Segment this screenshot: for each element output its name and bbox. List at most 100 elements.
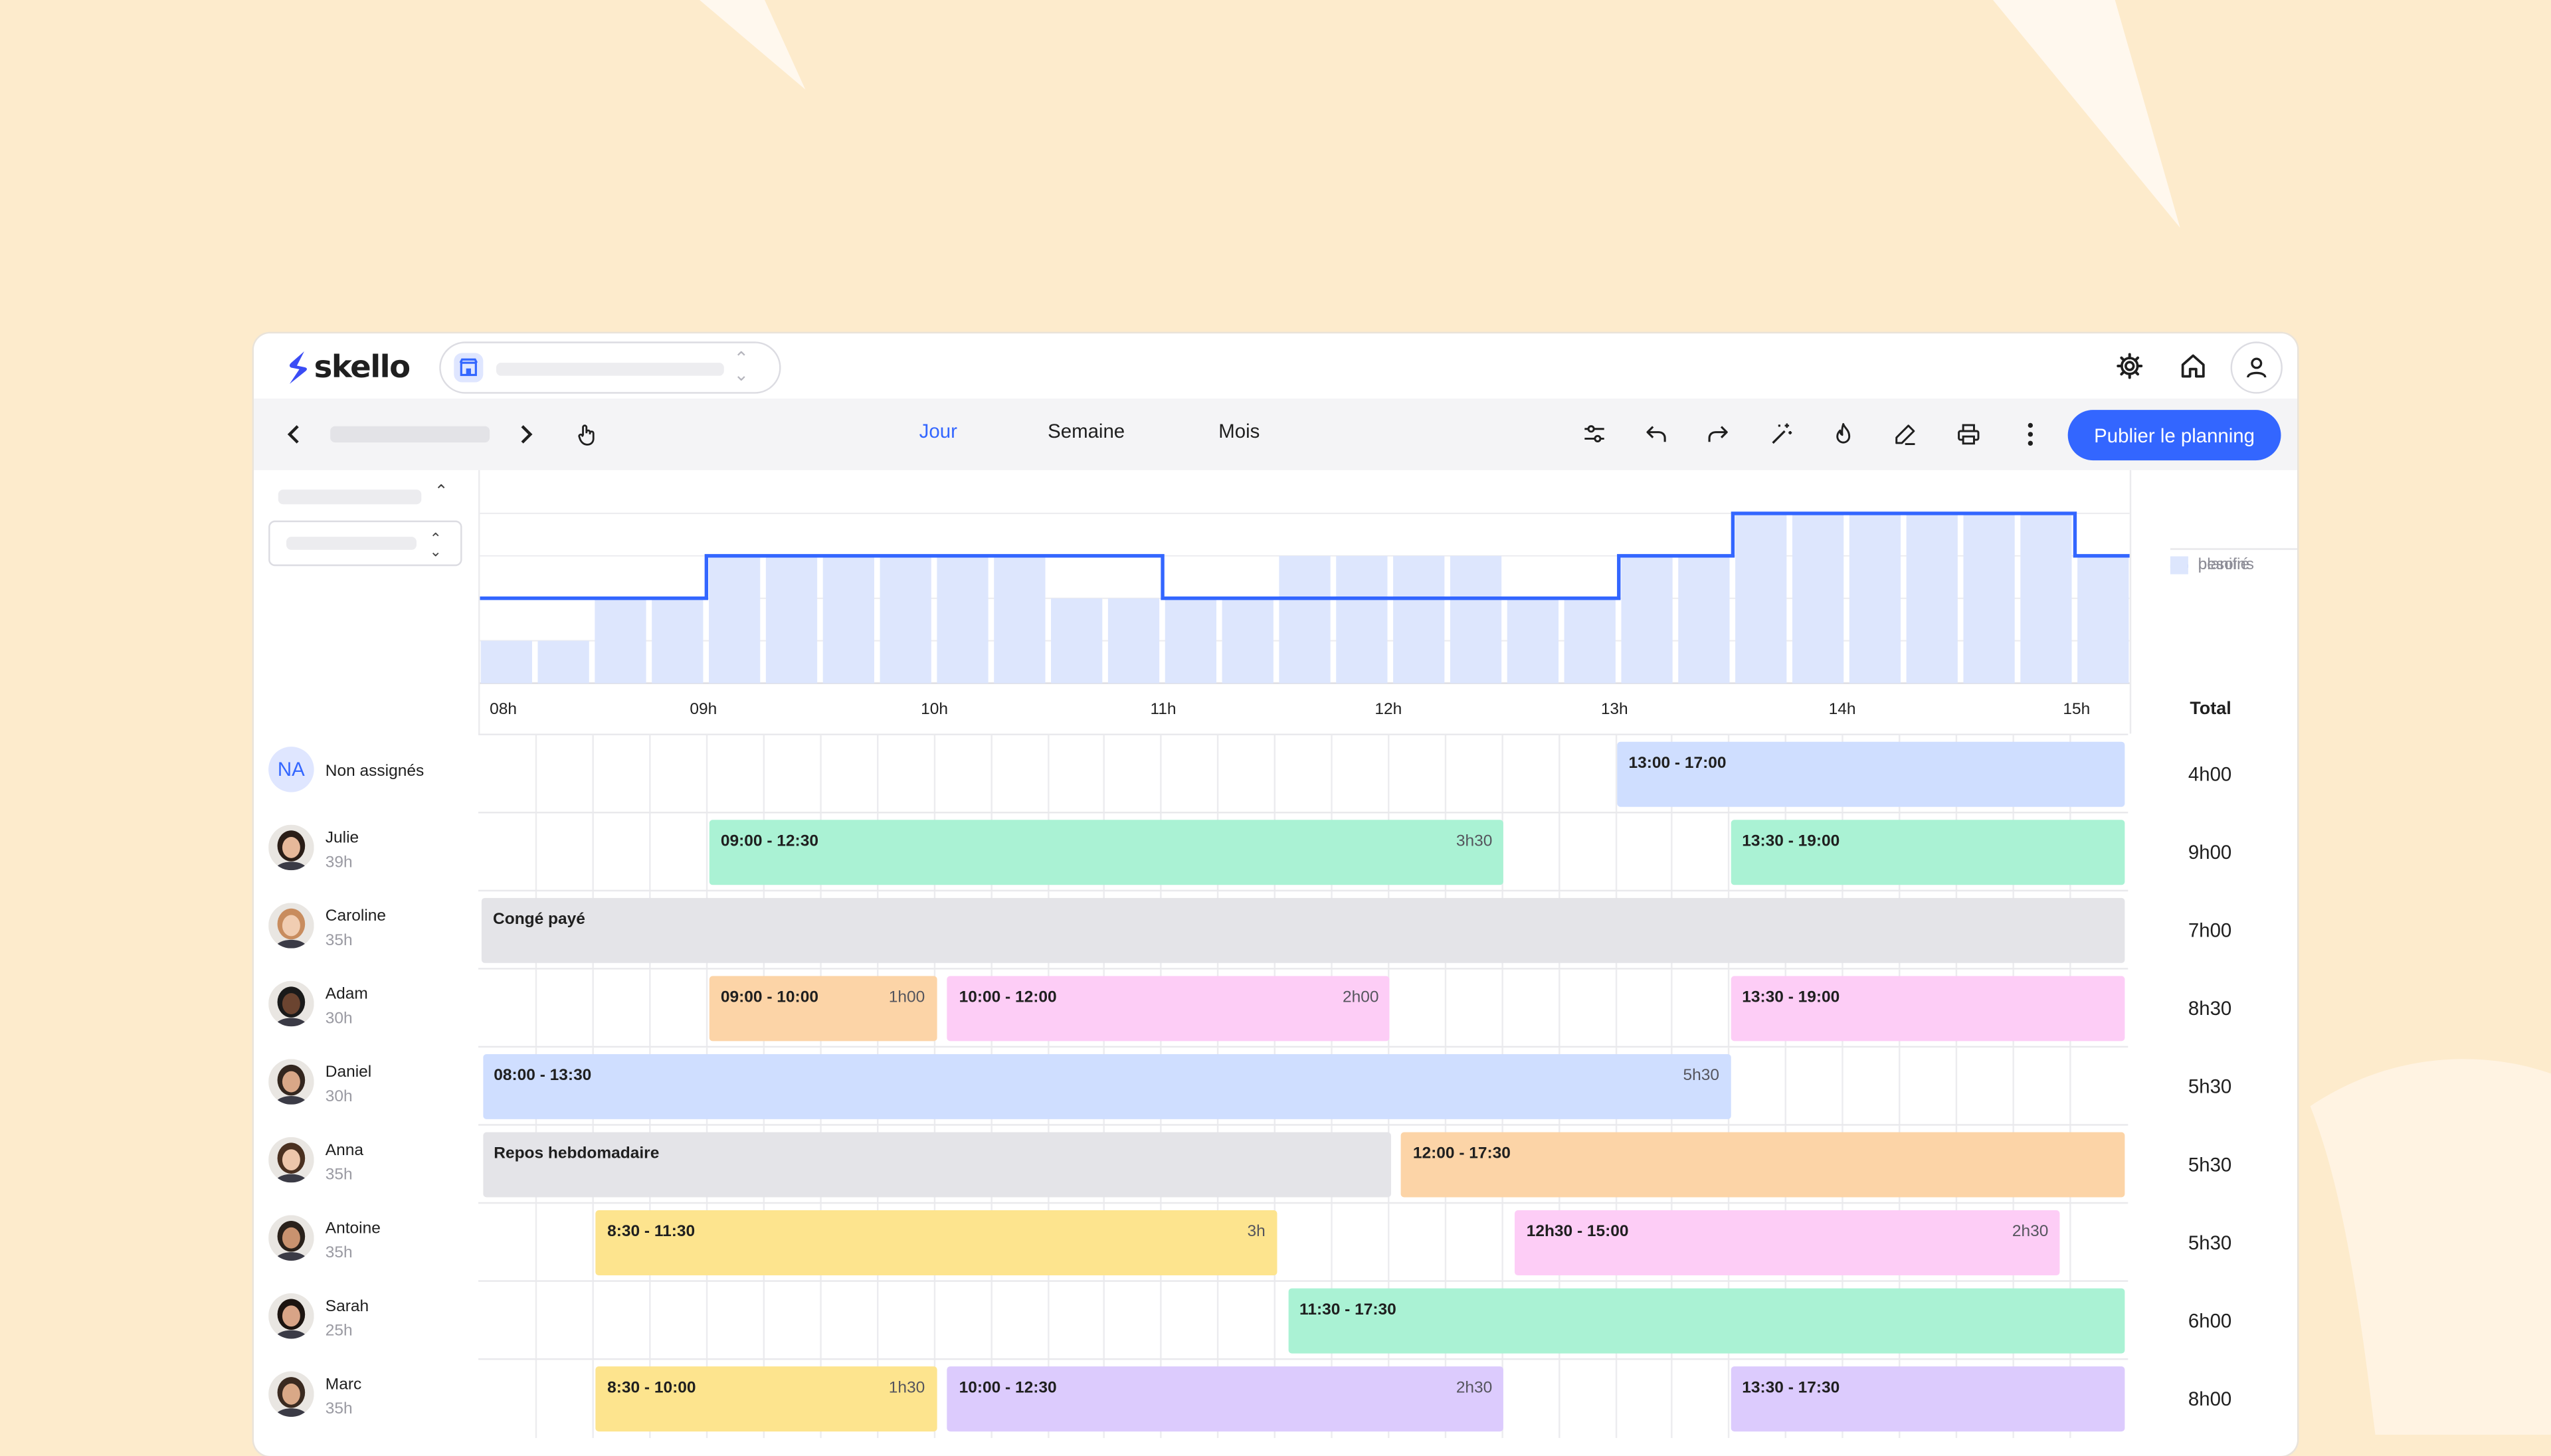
shift-block[interactable]: 09:00 - 12:30 3h30: [709, 820, 1504, 885]
planned-bar: [1279, 555, 1331, 683]
employee-contract-hours: 35h: [325, 932, 353, 951]
employee-item[interactable]: Caroline 35h: [268, 890, 476, 968]
print-icon[interactable]: [1952, 418, 1985, 450]
shift-block[interactable]: 10:00 - 12:00 2h00: [947, 976, 1390, 1042]
legend-item-planned: planifié: [2170, 548, 2297, 581]
employee-item[interactable]: Daniel 30h: [268, 1046, 476, 1125]
grid-slot-divider: [990, 1281, 992, 1360]
grid-slot-divider: [1671, 1360, 1673, 1438]
planned-bar: [1906, 513, 1958, 683]
shift-block[interactable]: Repos hebdomadaire: [482, 1132, 1390, 1198]
employee-name: Julie: [325, 829, 359, 848]
grid-slot-divider: [1331, 735, 1333, 814]
filter-select[interactable]: ⌃ ⌄: [268, 520, 462, 567]
home-icon[interactable]: [2174, 347, 2213, 386]
avatar: [268, 824, 314, 871]
shift-block[interactable]: 12:00 - 17:30: [1401, 1132, 2125, 1198]
gear-icon[interactable]: [2110, 347, 2149, 386]
planned-bar: [480, 640, 532, 683]
shift-duration-label: 5h30: [1683, 1067, 1719, 1085]
top-bar: skello ⌃ ⌄: [254, 333, 2297, 399]
planned-bar: [1393, 555, 1445, 683]
grid-slot-divider: [706, 813, 708, 892]
shift-block[interactable]: 13:30 - 19:00: [1731, 820, 2125, 885]
grid-slot-divider: [649, 1281, 652, 1360]
grid-slot-divider: [535, 969, 538, 1048]
tab-mois[interactable]: Mois: [1218, 419, 1260, 443]
shift-block[interactable]: 13:30 - 17:30: [1731, 1366, 2125, 1432]
shift-block[interactable]: Congé payé: [481, 897, 2125, 963]
employee-item[interactable]: Sarah 25h: [268, 1280, 476, 1358]
grid-slot-divider: [593, 969, 595, 1048]
grid-slot-divider: [593, 1360, 595, 1438]
shift-block[interactable]: 08:00 - 13:30 5h30: [482, 1053, 1731, 1119]
skello-logo-icon: [289, 351, 307, 384]
planned-bar: [2077, 555, 2129, 683]
planned-bar: [1735, 513, 1787, 683]
filter-select-placeholder: [286, 537, 417, 550]
fire-icon[interactable]: [1827, 418, 1859, 450]
shift-block[interactable]: 13:30 - 19:00: [1731, 976, 2125, 1042]
grid-slot-divider: [820, 1281, 822, 1360]
chevron-right-icon[interactable]: [510, 418, 542, 450]
employee-item[interactable]: Anna 35h: [268, 1124, 476, 1202]
hand-pointer-icon[interactable]: [571, 418, 604, 450]
employee-item[interactable]: Adam 30h: [268, 968, 476, 1046]
employee-item[interactable]: Marc 35h: [268, 1358, 476, 1437]
chevron-left-icon[interactable]: [278, 418, 311, 450]
site-name-placeholder: [496, 363, 724, 376]
grid-slot-divider: [1387, 1204, 1390, 1282]
user-icon[interactable]: [2230, 341, 2283, 394]
shift-block[interactable]: 8:30 - 10:00 1h30: [595, 1366, 937, 1432]
date-range-placeholder[interactable]: [330, 426, 490, 443]
grid-slot-divider: [1614, 735, 1617, 814]
more-vertical-icon[interactable]: [2014, 418, 2047, 450]
edit-icon[interactable]: [1889, 418, 1921, 450]
undo-icon[interactable]: [1640, 418, 1673, 450]
publish-planning-button[interactable]: Publier le planning: [2067, 410, 2281, 461]
planned-bar: [652, 598, 704, 683]
grid-slot-divider: [1558, 1360, 1560, 1438]
redo-icon[interactable]: [1702, 418, 1735, 450]
shift-block[interactable]: 10:00 - 12:30 2h30: [947, 1366, 1504, 1432]
shift-time-label: 8:30 - 11:30: [607, 1223, 696, 1241]
employee-item[interactable]: Antoine 35h: [268, 1202, 476, 1281]
employee-contract-hours: 39h: [325, 854, 353, 872]
shift-block[interactable]: 13:00 - 17:00: [1617, 741, 2125, 807]
shift-block[interactable]: 8:30 - 11:30 3h: [595, 1210, 1277, 1276]
planned-bar: [1963, 513, 2015, 683]
grid-slot-divider: [1274, 1281, 1276, 1360]
employee-item[interactable]: NA Non assignés: [268, 733, 476, 812]
employee-name: Antoine: [325, 1220, 381, 1238]
tab-semaine[interactable]: Semaine: [1048, 419, 1125, 443]
filter-icon[interactable]: [1578, 418, 1611, 450]
time-tick-label: 09h: [690, 701, 717, 719]
chevron-up-icon[interactable]: ⌃: [434, 483, 448, 501]
shift-time-label: 11:30 - 17:30: [1299, 1301, 1396, 1320]
skello-logo[interactable]: skello: [286, 350, 411, 385]
tab-jour[interactable]: Jour: [919, 419, 957, 443]
staffing-chart: [478, 470, 2132, 734]
planned-bar: [880, 555, 931, 683]
grid-slot-divider: [1046, 735, 1049, 814]
site-selector[interactable]: ⌃ ⌄: [439, 341, 781, 394]
grid-slot-divider: [593, 1204, 595, 1282]
filter-title-placeholder: [278, 490, 422, 505]
grid-slot-divider: [706, 735, 708, 814]
grid-slot-divider: [933, 735, 935, 814]
row-total: 5h30: [2188, 1231, 2232, 1255]
employee-item[interactable]: Julie 39h: [268, 812, 476, 890]
shift-time-label: 13:30 - 17:30: [1742, 1379, 1840, 1398]
grid-slot-divider: [1160, 1281, 1163, 1360]
shift-time-label: Congé payé: [493, 911, 585, 929]
grid-slot-divider: [2069, 1047, 2071, 1126]
magic-wand-icon[interactable]: [1765, 418, 1798, 450]
shift-block[interactable]: 09:00 - 10:00 1h00: [709, 976, 937, 1042]
shift-duration-label: 2h00: [1342, 988, 1379, 1007]
shift-block[interactable]: 11:30 - 17:30: [1287, 1288, 2125, 1354]
grid-slot-divider: [1614, 813, 1617, 892]
shift-block[interactable]: 12h30 - 15:00 2h30: [1515, 1210, 2060, 1276]
grid-slot-divider: [1501, 735, 1503, 814]
schedule-row: 13:00 - 17:00: [478, 733, 2128, 814]
